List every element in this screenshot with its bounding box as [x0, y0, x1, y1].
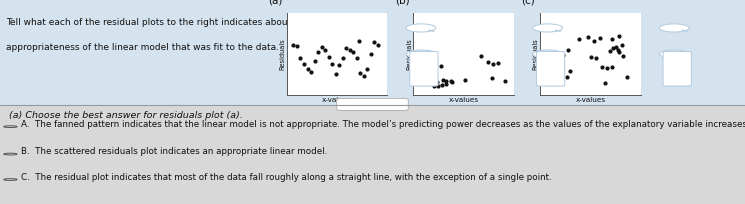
Point: [347, 50, 359, 54]
Point: [621, 76, 633, 79]
Point: [337, 56, 349, 59]
Point: [369, 40, 381, 43]
Point: [564, 69, 576, 72]
FancyBboxPatch shape: [337, 98, 408, 111]
Text: . . .: . . .: [367, 101, 378, 108]
Point: [544, 69, 556, 72]
Point: [556, 60, 568, 63]
Point: [302, 68, 314, 71]
Text: (a): (a): [268, 0, 282, 5]
Point: [435, 65, 447, 68]
Point: [616, 43, 628, 47]
Y-axis label: Residuals: Residuals: [533, 38, 539, 70]
Point: [561, 75, 573, 79]
Point: [607, 47, 619, 50]
Point: [353, 39, 365, 42]
Point: [601, 66, 613, 69]
Point: [487, 63, 499, 66]
Point: [372, 44, 384, 47]
Point: [445, 79, 457, 82]
X-axis label: x-values: x-values: [575, 97, 606, 103]
Point: [585, 55, 597, 59]
Point: [355, 71, 367, 74]
Text: A.  The fanned pattern indicates that the linear model is not appropriate. The m: A. The fanned pattern indicates that the…: [21, 120, 745, 129]
Point: [492, 61, 504, 64]
Point: [305, 70, 317, 73]
Point: [599, 81, 611, 84]
Point: [330, 72, 342, 75]
Point: [475, 54, 486, 58]
Point: [291, 44, 303, 48]
Text: appropriateness of the linear model that was fit to the data.: appropriateness of the linear model that…: [6, 43, 279, 52]
Point: [544, 61, 556, 64]
Point: [562, 48, 574, 52]
Point: [344, 48, 356, 52]
Point: [613, 34, 625, 37]
Y-axis label: Residuals: Residuals: [279, 38, 285, 70]
Point: [486, 76, 498, 79]
Point: [298, 63, 310, 66]
Point: [417, 78, 429, 81]
Point: [312, 50, 324, 54]
Point: [316, 45, 328, 49]
Text: Tell what each of the residual plots to the right indicates about the: Tell what each of the residual plots to …: [6, 18, 308, 27]
Text: (c): (c): [522, 0, 535, 5]
Point: [437, 84, 448, 87]
Point: [612, 49, 624, 52]
Point: [557, 54, 569, 57]
Point: [604, 49, 616, 52]
Text: (b): (b): [395, 0, 410, 5]
Point: [437, 78, 449, 82]
Y-axis label: Residuals: Residuals: [406, 38, 412, 70]
Point: [446, 80, 457, 83]
Point: [617, 54, 629, 58]
Point: [459, 78, 471, 82]
Point: [308, 60, 320, 63]
Point: [361, 67, 373, 70]
Point: [591, 57, 603, 60]
Point: [595, 37, 606, 40]
Point: [551, 69, 562, 73]
Point: [606, 37, 618, 40]
Point: [418, 73, 430, 76]
Point: [609, 45, 621, 48]
Point: [482, 61, 494, 64]
Point: [428, 84, 440, 88]
Point: [365, 52, 377, 55]
Point: [358, 74, 370, 78]
Point: [440, 82, 451, 86]
Point: [573, 38, 585, 41]
Point: [498, 79, 510, 82]
X-axis label: x-values: x-values: [322, 97, 352, 103]
Point: [429, 69, 441, 72]
Point: [431, 81, 443, 84]
Point: [612, 51, 624, 54]
Point: [606, 66, 618, 69]
Point: [333, 63, 345, 67]
Point: [326, 63, 338, 66]
Point: [583, 35, 595, 39]
Point: [351, 57, 363, 60]
Point: [419, 76, 431, 80]
Text: B.  The scattered residuals plot indicates an appropriate linear model.: B. The scattered residuals plot indicate…: [21, 147, 327, 156]
Point: [589, 40, 600, 43]
Text: (a) Choose the best answer for residuals plot (a).: (a) Choose the best answer for residuals…: [9, 111, 243, 120]
Point: [440, 79, 452, 83]
X-axis label: x-values: x-values: [448, 97, 479, 103]
Text: C.  The residual plot indicates that most of the data fall roughly along a strai: C. The residual plot indicates that most…: [21, 173, 551, 182]
Point: [597, 65, 609, 68]
Point: [432, 84, 444, 88]
Point: [319, 48, 331, 52]
Point: [294, 57, 306, 60]
Point: [323, 55, 335, 59]
Point: [340, 47, 352, 50]
Point: [424, 80, 436, 83]
Point: [288, 43, 299, 47]
